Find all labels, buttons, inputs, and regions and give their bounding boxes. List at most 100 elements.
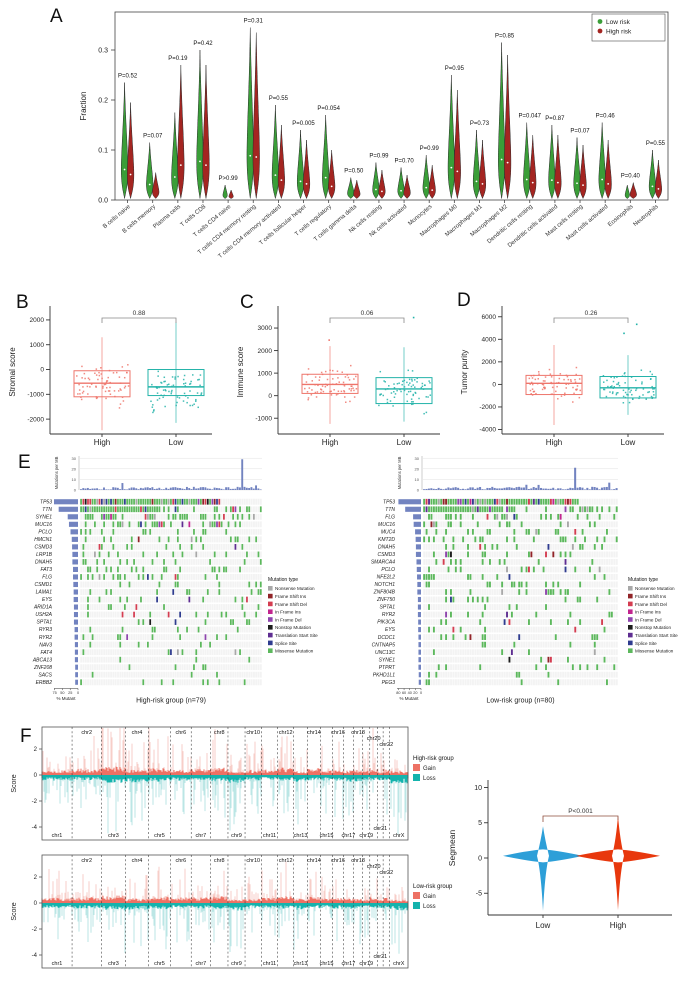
- svg-text:High risk: High risk: [606, 29, 632, 36]
- svg-text:Mast cells activated: Mast cells activated: [565, 204, 609, 242]
- svg-text:FAT3: FAT3: [41, 567, 53, 573]
- svg-text:chr3: chr3: [108, 833, 119, 839]
- svg-text:25: 25: [68, 691, 72, 695]
- svg-text:TP53: TP53: [40, 499, 52, 505]
- svg-text:PCLO: PCLO: [381, 567, 395, 573]
- svg-text:0.26: 0.26: [585, 310, 598, 317]
- svg-text:chr6: chr6: [175, 858, 186, 864]
- svg-text:chr19: chr19: [359, 833, 373, 839]
- svg-text:40: 40: [408, 691, 412, 695]
- svg-text:P=0.42: P=0.42: [193, 41, 213, 47]
- svg-text:chr7: chr7: [196, 961, 207, 967]
- svg-text:-2000: -2000: [479, 404, 496, 411]
- svg-text:High-risk group: High-risk group: [413, 756, 454, 762]
- svg-text:PIK3CA: PIK3CA: [377, 620, 395, 626]
- svg-text:P=0.005: P=0.005: [292, 121, 315, 127]
- svg-text:-4000: -4000: [479, 427, 496, 434]
- svg-text:Stromal score: Stromal score: [8, 347, 17, 397]
- svg-text:P=0.46: P=0.46: [596, 114, 616, 120]
- svg-text:0: 0: [417, 488, 420, 493]
- svg-text:Eosinophils: Eosinophils: [607, 204, 634, 228]
- svg-text:High: High: [610, 921, 626, 930]
- svg-text:Missense Mutation: Missense Mutation: [275, 649, 314, 654]
- svg-text:SYNE1: SYNE1: [36, 514, 53, 520]
- svg-text:% Mutant: % Mutant: [56, 696, 76, 701]
- svg-text:2: 2: [34, 747, 38, 753]
- panel-label-b: B: [16, 292, 29, 313]
- svg-text:EYS: EYS: [42, 597, 53, 603]
- svg-text:USH2A: USH2A: [35, 612, 52, 618]
- svg-text:P=0.07: P=0.07: [143, 134, 163, 140]
- svg-text:High-risk group (n=79): High-risk group (n=79): [136, 698, 206, 705]
- svg-text:chr3: chr3: [108, 961, 119, 967]
- svg-text:PKHD1L1: PKHD1L1: [373, 672, 395, 678]
- svg-text:Frame Shift Del: Frame Shift Del: [635, 602, 667, 607]
- svg-text:P=0.73: P=0.73: [470, 121, 490, 127]
- svg-text:20: 20: [415, 466, 420, 471]
- svg-text:Low-risk group (n=80): Low-risk group (n=80): [486, 698, 554, 705]
- svg-text:TTN: TTN: [42, 507, 52, 513]
- svg-text:HMCN1: HMCN1: [34, 537, 52, 543]
- svg-text:P=0.70: P=0.70: [394, 159, 414, 165]
- svg-text:In Frame Del: In Frame Del: [635, 617, 662, 622]
- svg-text:chr18: chr18: [351, 858, 365, 864]
- svg-text:Nonstop Mutation: Nonstop Mutation: [635, 625, 671, 630]
- svg-text:SACS: SACS: [38, 672, 52, 678]
- svg-text:-5: -5: [476, 891, 482, 898]
- svg-text:NFE2L2: NFE2L2: [377, 575, 396, 581]
- svg-text:Dendritic cells activated: Dendritic cells activated: [507, 204, 559, 249]
- svg-text:chr1: chr1: [52, 961, 63, 967]
- svg-text:CNTNAP5: CNTNAP5: [372, 642, 396, 648]
- svg-text:Score: Score: [11, 902, 18, 920]
- svg-text:RYR3: RYR3: [39, 627, 52, 633]
- svg-text:FLG: FLG: [42, 575, 52, 581]
- svg-text:Loss: Loss: [423, 776, 436, 782]
- svg-text:CSMD3: CSMD3: [34, 545, 52, 551]
- svg-text:Low: Low: [621, 438, 636, 447]
- svg-text:P=0.40: P=0.40: [621, 174, 641, 180]
- svg-text:chr13: chr13: [294, 833, 308, 839]
- svg-text:0: 0: [478, 855, 482, 862]
- svg-text:0: 0: [77, 691, 79, 695]
- svg-text:SPTA1: SPTA1: [380, 605, 396, 611]
- svg-text:PEG3: PEG3: [382, 680, 396, 686]
- svg-text:P=0.99: P=0.99: [369, 154, 389, 160]
- svg-text:-4: -4: [32, 953, 38, 959]
- svg-text:P=0.55: P=0.55: [269, 96, 289, 102]
- svg-text:chr15: chr15: [320, 833, 334, 839]
- svg-text:% Mutant: % Mutant: [399, 696, 419, 701]
- svg-text:-4: -4: [32, 825, 38, 831]
- svg-text:Loss: Loss: [423, 904, 436, 910]
- svg-text:P=0.047: P=0.047: [518, 114, 541, 120]
- boxplot-row-stromal-immune-purity: -2000 -1000 0 1000 2000 Stromal score High Low 0…: [8, 306, 664, 447]
- svg-text:0: 0: [492, 382, 496, 389]
- svg-text:High: High: [322, 438, 338, 447]
- svg-text:chr18: chr18: [351, 730, 365, 736]
- svg-text:chr4: chr4: [132, 730, 143, 736]
- svg-text:ABCA13: ABCA13: [32, 657, 52, 663]
- svg-text:chr8: chr8: [214, 858, 225, 864]
- svg-text:chr12: chr12: [279, 730, 293, 736]
- svg-text:MUC16: MUC16: [378, 522, 395, 528]
- svg-text:Tumor purity: Tumor purity: [460, 350, 469, 395]
- svg-text:P<0.001: P<0.001: [568, 808, 593, 815]
- svg-text:20: 20: [72, 466, 77, 471]
- svg-text:chr17: chr17: [342, 961, 356, 967]
- svg-text:chr21: chr21: [373, 954, 387, 960]
- svg-text:chr22: chr22: [379, 870, 393, 876]
- svg-text:Splice Site: Splice Site: [275, 641, 297, 646]
- svg-text:chr11: chr11: [263, 961, 276, 967]
- svg-text:3000: 3000: [258, 325, 273, 332]
- panel-label-f: F: [20, 726, 32, 747]
- svg-text:T cells follicular helper: T cells follicular helper: [259, 204, 308, 247]
- svg-text:chrX: chrX: [393, 833, 405, 839]
- svg-text:P=0.50: P=0.50: [344, 169, 364, 175]
- svg-text:chr17: chr17: [342, 833, 356, 839]
- svg-text:Frame Shift Del: Frame Shift Del: [275, 602, 307, 607]
- svg-text:CSMD3: CSMD3: [377, 552, 395, 558]
- svg-text:-2: -2: [32, 927, 38, 933]
- svg-text:Low: Low: [397, 438, 412, 447]
- svg-text:chr11: chr11: [263, 833, 276, 839]
